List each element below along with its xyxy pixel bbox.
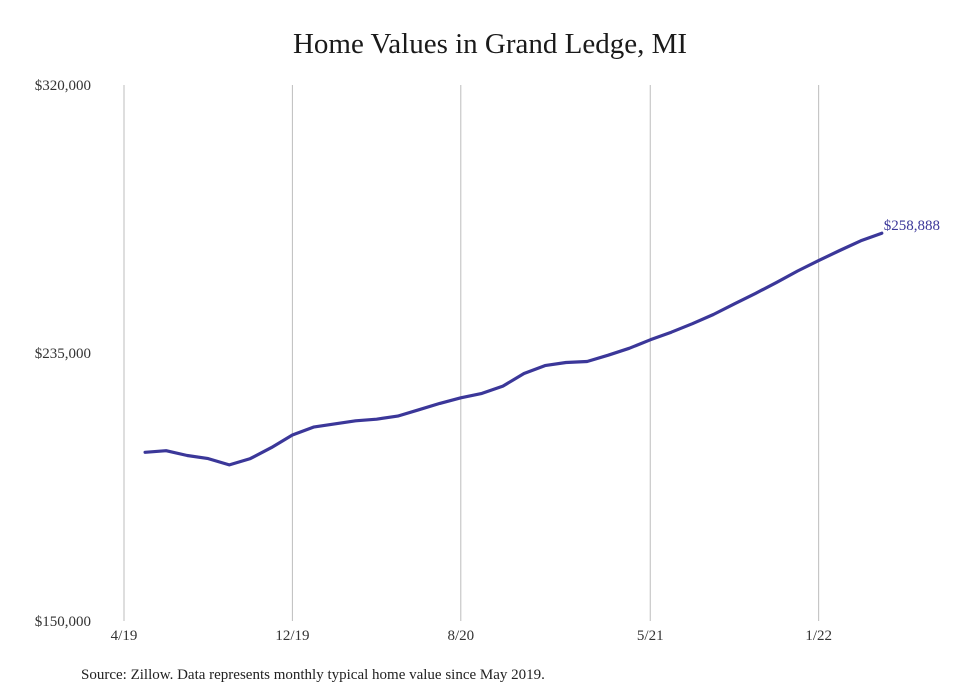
series-line — [143, 231, 884, 467]
x-tick-label: 8/20 — [447, 628, 474, 644]
y-tick-label: $235,000 — [35, 346, 91, 362]
y-tick-label: $320,000 — [35, 78, 91, 94]
x-tick-label: 12/19 — [275, 628, 309, 644]
y-tick-label: $150,000 — [35, 614, 91, 630]
source-note: Source: Zillow. Data represents monthly … — [81, 667, 545, 683]
x-tick-label: 5/21 — [637, 628, 664, 644]
x-tick-label: 1/22 — [805, 628, 832, 644]
x-tick-label: 4/19 — [111, 628, 138, 644]
chart-title: Home Values in Grand Ledge, MI — [292, 28, 688, 60]
end-value-label: $258,888 — [884, 218, 940, 234]
